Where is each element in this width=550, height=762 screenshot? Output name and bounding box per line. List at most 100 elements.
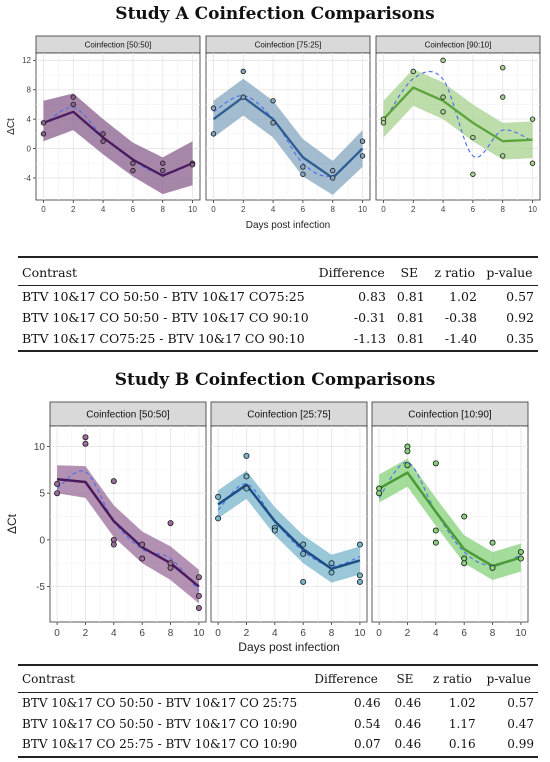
- data-point: [160, 160, 166, 166]
- data-point: [356, 578, 363, 585]
- x-tick-label: 2: [405, 628, 411, 639]
- data-point: [243, 473, 250, 480]
- table-cell: BTV 10&17 CO 50:50 - BTV 10&17 CO75:25: [22, 289, 305, 304]
- x-tick-label: 0: [376, 628, 382, 639]
- table-row: BTV 10&17 CO 50:50 - BTV 10&17 CO 10:90 …: [18, 714, 538, 735]
- data-point: [243, 452, 250, 459]
- data-point: [404, 448, 411, 455]
- x-tick-label: 4: [101, 205, 106, 214]
- data-point: [461, 513, 468, 520]
- x-tick-label: 6: [300, 628, 306, 639]
- fitted-line: [382, 86, 533, 143]
- table-row: BTV 10&17 CO 50:50 - BTV 10&17 CO 90:10 …: [18, 307, 538, 328]
- panel-title: Coinfection [75:25]: [255, 40, 322, 49]
- table-row: BTV 10&17 CO 25:75 - BTV 10&17 CO 10:90 …: [18, 734, 538, 755]
- x-axis-label: Days post infection: [238, 640, 339, 654]
- y-tick-label: 12: [22, 56, 31, 65]
- data-point: [470, 171, 476, 177]
- data-point: [139, 555, 146, 562]
- smoothed-trend-line: [56, 470, 200, 592]
- data-point: [328, 569, 335, 576]
- smoothed-trend-line: [383, 71, 533, 158]
- data-point: [330, 167, 336, 174]
- data-point: [100, 138, 106, 144]
- data-point: [130, 160, 136, 166]
- table-cell: 0.99: [507, 737, 534, 752]
- table-cell: 0.81: [396, 310, 425, 325]
- confidence-band: [218, 470, 360, 583]
- table-cell: 0.35: [506, 331, 534, 346]
- data-point: [330, 175, 336, 181]
- study-b-title: Study B Coinfection Comparisons: [114, 370, 436, 390]
- data-point: [432, 460, 439, 467]
- table-a-header-row: Contrast Difference SE z ratio p-value: [18, 258, 538, 286]
- panel-title: Coinfection [10:90]: [408, 410, 492, 421]
- table-cell: BTV 10&17 CO 50:50 - BTV 10&17 CO 25:75: [22, 696, 298, 711]
- x-tick-label: 8: [168, 628, 174, 639]
- data-point: [432, 527, 439, 534]
- y-tick-label: -5: [36, 582, 45, 593]
- data-point: [410, 68, 416, 75]
- data-point: [440, 94, 446, 100]
- data-point: [328, 560, 335, 567]
- data-point: [489, 539, 496, 546]
- data-point: [300, 550, 307, 557]
- data-point: [270, 98, 276, 104]
- data-point: [404, 462, 411, 469]
- x-tick-label: 4: [441, 205, 446, 214]
- data-point: [517, 555, 524, 562]
- y-axis-label: ΔCt: [6, 118, 17, 135]
- table-a-top-rule: [18, 256, 538, 258]
- x-tick-label: 4: [433, 628, 439, 639]
- table-cell: 1.02: [448, 696, 476, 711]
- data-point: [380, 120, 387, 126]
- x-tick-label: 8: [331, 205, 336, 214]
- table-cell: 0.92: [506, 310, 534, 325]
- table-cell: 0.57: [507, 696, 534, 711]
- table-a-header-difference: Difference: [318, 264, 385, 280]
- data-point: [359, 153, 366, 159]
- table-a-header-zratio: z ratio: [434, 264, 476, 280]
- data-point: [100, 131, 106, 137]
- x-tick-label: 6: [131, 205, 136, 214]
- x-tick-label: 2: [241, 205, 246, 214]
- study-a-chart: ΔCt Days post infection Coinfection [50:50…: [6, 35, 541, 231]
- x-tick-label: 0: [215, 628, 221, 639]
- y-tick-label: -4: [24, 174, 32, 183]
- x-tick-label: 0: [54, 628, 60, 639]
- y-axis-label: ΔCt: [5, 513, 19, 534]
- table-cell: -0.31: [353, 310, 386, 325]
- data-point: [240, 94, 246, 100]
- x-tick-label: 2: [71, 205, 76, 214]
- data-point: [376, 490, 383, 497]
- data-point: [529, 160, 536, 166]
- table-a-bottom-rule: [18, 350, 538, 352]
- x-tick-label: 0: [211, 205, 216, 214]
- data-point: [440, 57, 446, 64]
- study-b-chart: ΔCt Days post infection Coinfection [50:50…: [5, 401, 529, 654]
- table-cell: BTV 10&17 CO75:25 - BTV 10&17 CO 90:10: [22, 331, 305, 346]
- table-b-bottom-rule: [18, 756, 538, 758]
- table-cell: BTV 10&17 CO 50:50 - BTV 10&17 CO 90:10: [22, 310, 309, 325]
- y-tick-label: 8: [27, 86, 32, 95]
- table-a-header-se: SE: [400, 264, 419, 280]
- data-point: [54, 490, 61, 497]
- data-point: [40, 120, 47, 126]
- table-a-header-pvalue: p-value: [486, 264, 533, 280]
- table-cell: 0.81: [396, 289, 425, 304]
- x-tick-label: 0: [41, 205, 46, 214]
- data-point: [240, 68, 246, 75]
- data-point: [130, 167, 136, 174]
- data-point: [40, 131, 47, 137]
- fitted-line: [43, 110, 193, 177]
- data-point: [500, 153, 506, 159]
- data-point: [82, 434, 89, 441]
- data-point: [461, 560, 468, 567]
- y-tick-label: 5: [39, 489, 45, 500]
- table-cell: BTV 10&17 CO 50:50 - BTV 10&17 CO 10:90: [22, 716, 298, 731]
- data-point: [195, 592, 202, 599]
- data-point: [160, 167, 166, 174]
- table-cell: 0.57: [506, 289, 534, 304]
- fitted-line: [56, 477, 200, 588]
- x-tick-label: 8: [501, 205, 506, 214]
